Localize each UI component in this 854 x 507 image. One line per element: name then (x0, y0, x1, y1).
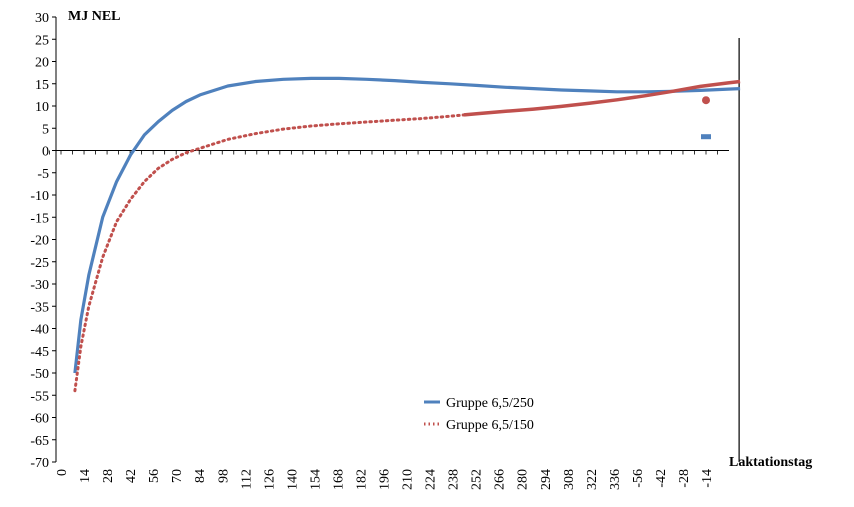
y-axis-ticks: 30 25 20 15 10 5 0 -5 -10 -15 -20 -25 -30 -35 -40 -45 -5… (30, 11, 57, 471)
x-tick-label: 308 (562, 469, 577, 490)
y-tick-label: -65 (30, 434, 49, 449)
y-tick-label: 0 (42, 145, 49, 160)
x-tick-label: 336 (608, 469, 623, 490)
x-tick-label: 196 (378, 469, 393, 490)
y-tick-label: -55 (30, 389, 49, 404)
y-tick-label: -45 (30, 345, 49, 360)
x-tick-label: 14 (78, 469, 93, 483)
y-tick-label: 15 (35, 78, 49, 93)
legend: Gruppe 6,5/250 Gruppe 6,5/150 (424, 396, 534, 433)
y-tick-label: 30 (35, 11, 49, 26)
x-tick-label: -56 (631, 469, 646, 488)
x-axis-title: Laktationstag (729, 455, 812, 470)
series-line-gruppe-6-5-150-solid (463, 79, 741, 117)
legend-label-series-1: Gruppe 6,5/250 (446, 396, 534, 411)
y-tick-label: 20 (35, 56, 49, 71)
y-tick-label: -30 (30, 278, 49, 293)
x-tick-label: 28 (101, 469, 116, 483)
legend-label-series-2: Gruppe 6,5/150 (446, 418, 534, 433)
series-layer (73, 76, 741, 393)
x-axis: 0 14 28 42 56 70 84 98 112 126 140 154 168 182 196 210 2… (49, 38, 740, 490)
x-tick-label: 42 (124, 469, 139, 483)
series-line-gruppe-6-5-250 (73, 76, 741, 374)
x-tick-label: 0 (55, 469, 70, 476)
x-tick-label: 112 (239, 469, 254, 489)
x-tick-label: 56 (147, 469, 162, 483)
y-tick-label: -60 (30, 412, 49, 427)
x-tick-label: 98 (216, 469, 231, 483)
y-tick-label: -15 (30, 211, 49, 226)
y-tick-label: 10 (35, 100, 49, 115)
x-tick-label: -14 (700, 469, 715, 488)
x-tick-label: 266 (493, 469, 508, 490)
x-tick-label: 224 (424, 469, 439, 490)
x-tick-label: 126 (262, 469, 277, 490)
y-axis-title: MJ NEL (68, 9, 121, 24)
x-tick-label: 168 (331, 469, 346, 490)
x-tick-label: -28 (677, 469, 692, 488)
x-tick-label: 140 (285, 469, 300, 490)
x-tick-label: 280 (516, 469, 531, 490)
x-tick-label: 154 (308, 469, 323, 490)
x-tick-label: 252 (470, 469, 485, 490)
y-tick-label: -25 (30, 256, 49, 271)
x-tick-label: 322 (585, 469, 600, 490)
y-tick-label: -20 (30, 234, 49, 249)
y-tick-label: 25 (35, 33, 49, 48)
y-tick-label: -40 (30, 323, 49, 338)
x-tick-label: -42 (654, 469, 669, 488)
x-tick-label: 182 (354, 469, 369, 490)
dry-period-point-series-2 (702, 96, 710, 105)
y-tick-label: -70 (30, 456, 49, 471)
x-tick-label: 84 (193, 469, 208, 483)
y-tick-label: -50 (30, 367, 49, 382)
x-tick-label: 294 (539, 469, 554, 490)
y-tick-label: -35 (30, 300, 49, 315)
y-tick-label: -10 (30, 189, 49, 204)
y-tick-label: -5 (37, 167, 49, 182)
series-line-gruppe-6-5-150-dotted (73, 113, 466, 393)
x-tick-label: 210 (401, 469, 416, 490)
dry-period-point-series-1 (701, 134, 711, 140)
y-tick-label: 5 (42, 122, 49, 137)
x-tick-label: 70 (170, 469, 185, 483)
x-tick-label: 238 (447, 469, 462, 490)
